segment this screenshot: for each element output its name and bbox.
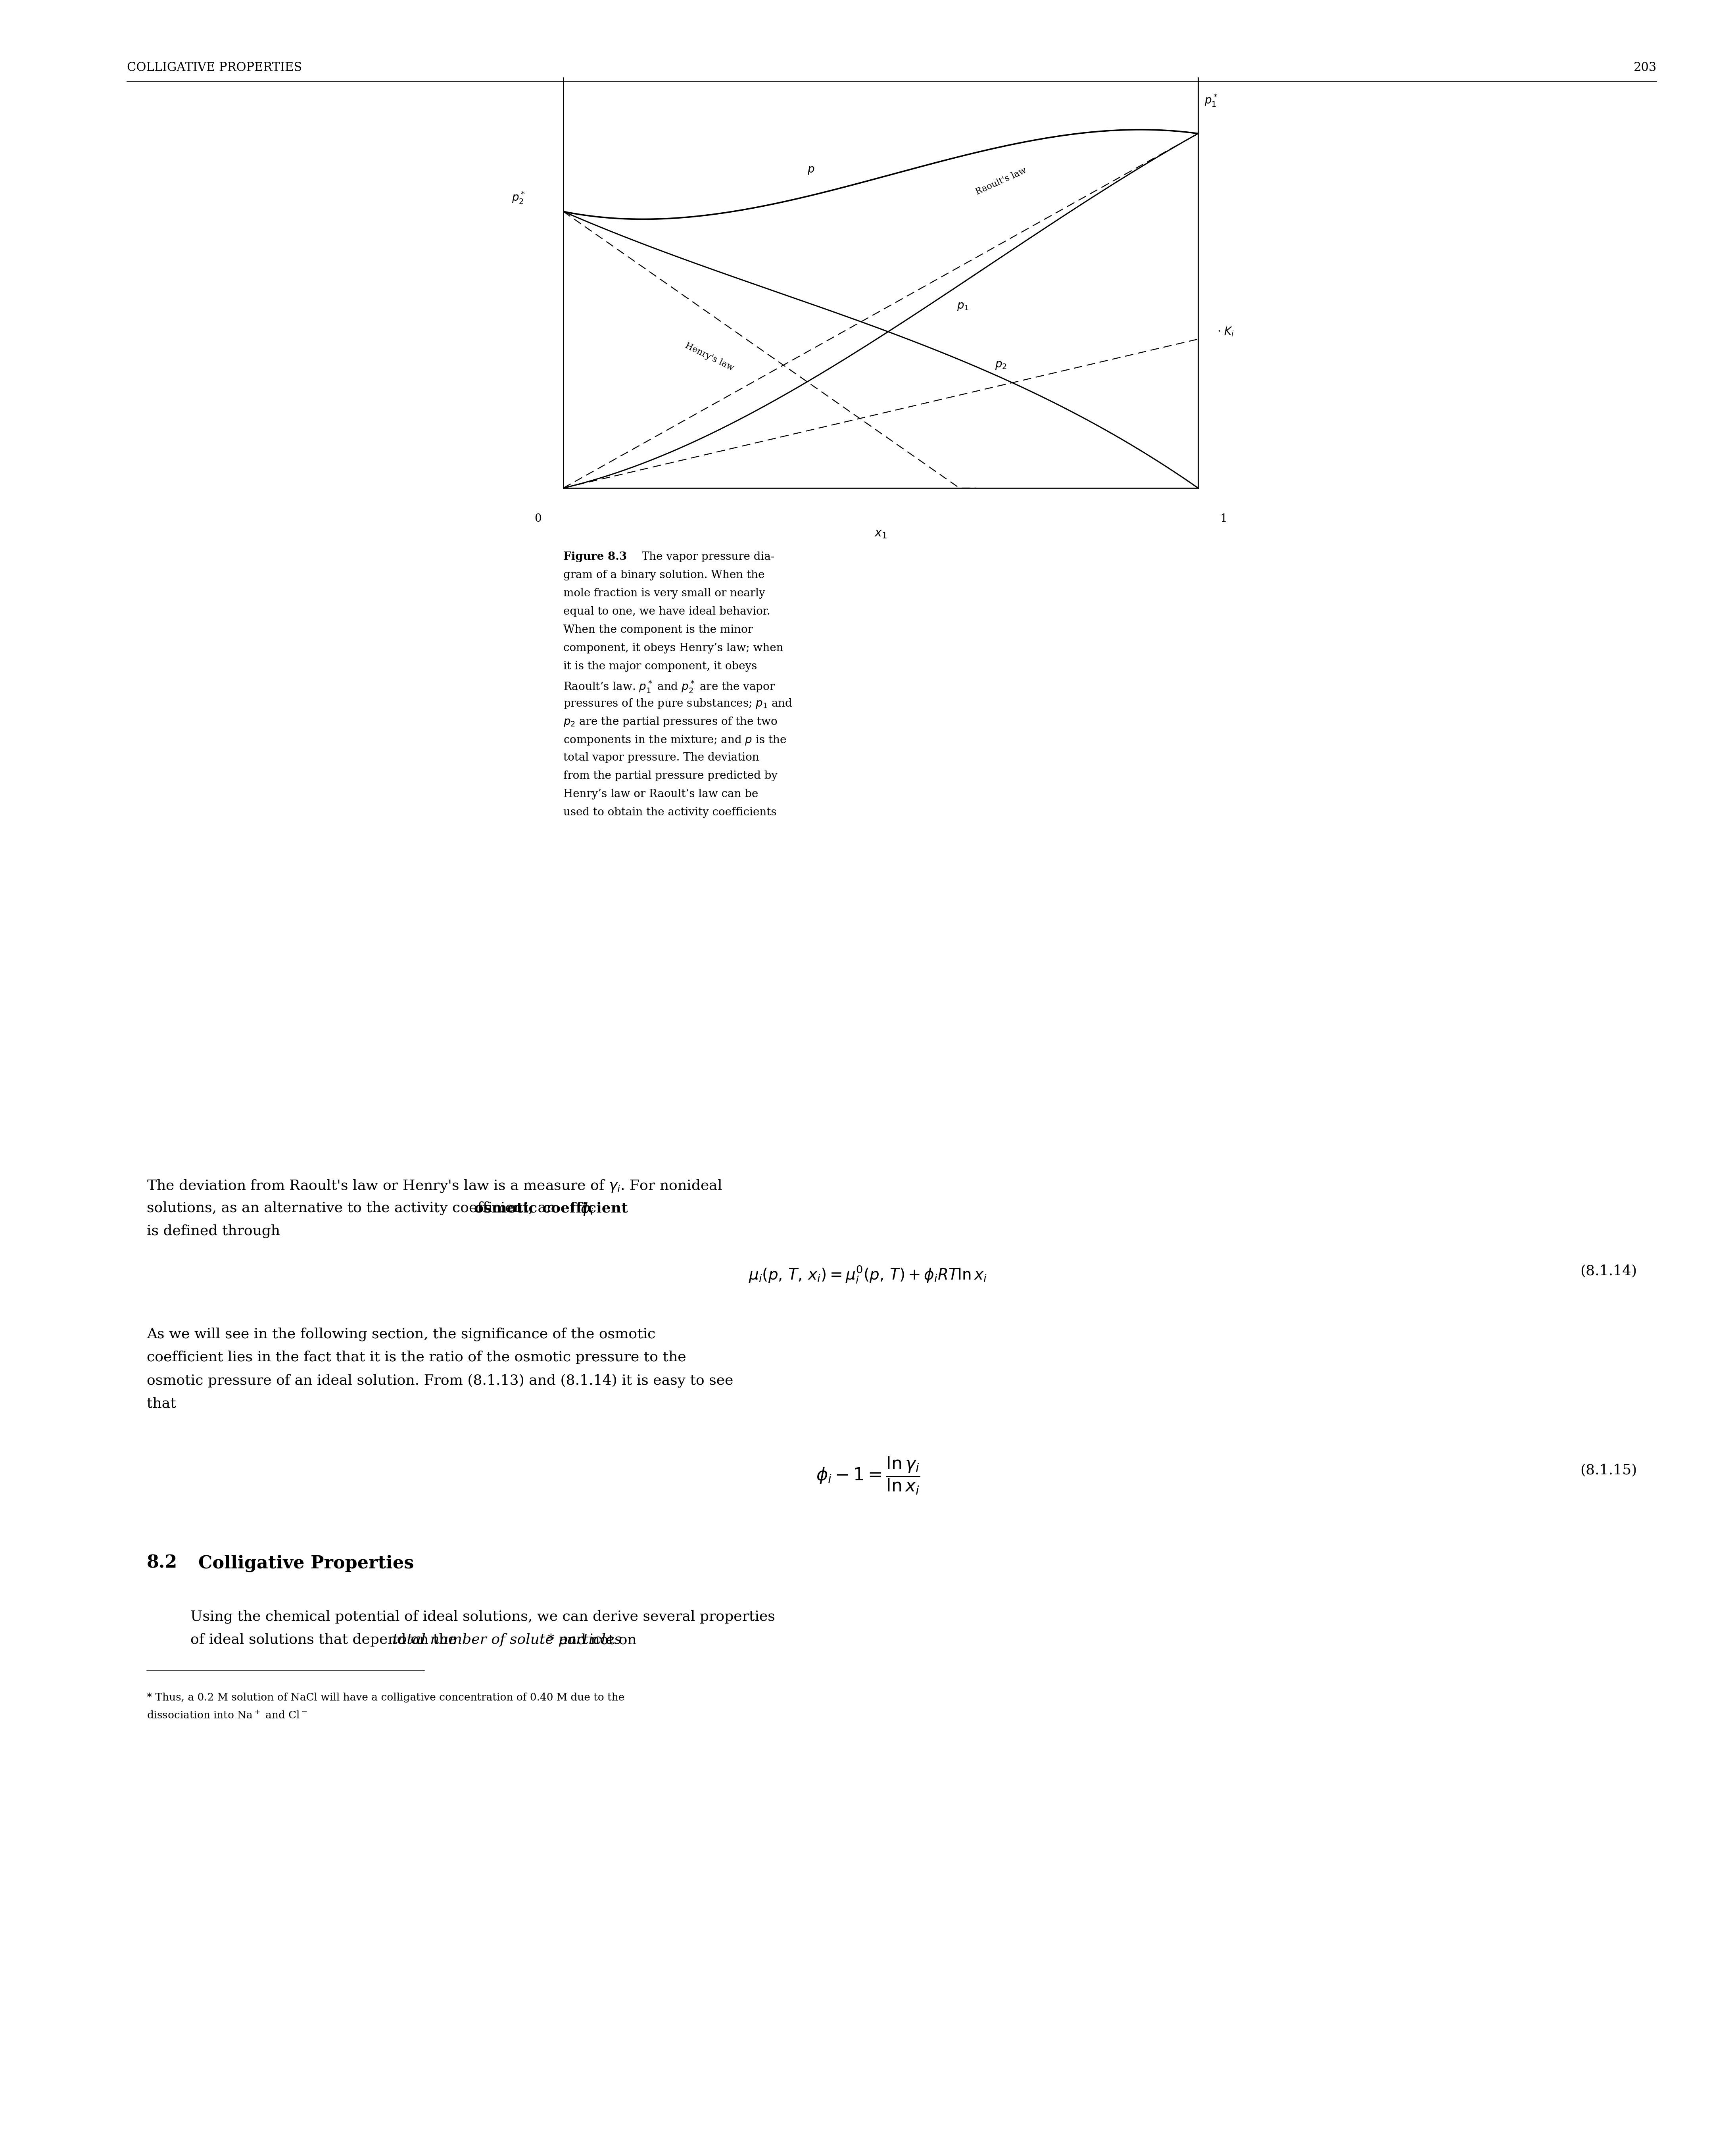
Text: Colligative Properties: Colligative Properties — [198, 1554, 413, 1572]
Text: COLLIGATIVE PROPERTIES: COLLIGATIVE PROPERTIES — [127, 63, 302, 73]
Text: Figure 8.3: Figure 8.3 — [562, 552, 627, 563]
Text: $p_2^*$: $p_2^*$ — [512, 190, 526, 205]
Text: osmotic pressure of an ideal solution. From (8.1.13) and (8.1.14) it is easy to : osmotic pressure of an ideal solution. F… — [148, 1373, 733, 1386]
Text: $x_1$: $x_1$ — [875, 526, 887, 539]
Text: coefficient lies in the fact that it is the ratio of the osmotic pressure to the: coefficient lies in the fact that it is … — [148, 1350, 686, 1365]
Text: used to obtain the activity coefficients: used to obtain the activity coefficients — [562, 806, 776, 817]
Text: that: that — [148, 1397, 175, 1410]
Text: dissociation into Na$^+$ and Cl$^-$: dissociation into Na$^+$ and Cl$^-$ — [148, 1710, 307, 1720]
Text: $p_1$: $p_1$ — [957, 302, 969, 313]
Text: of ideal solutions that depend on the: of ideal solutions that depend on the — [191, 1632, 462, 1647]
Text: gram of a binary solution. When the: gram of a binary solution. When the — [562, 569, 764, 580]
Text: $p_2$ are the partial pressures of the two: $p_2$ are the partial pressures of the t… — [562, 716, 778, 729]
Text: · $K_i$: · $K_i$ — [1217, 326, 1234, 338]
Text: mole fraction is very small or nearly: mole fraction is very small or nearly — [562, 589, 766, 599]
Text: $\phi_i - 1 = \dfrac{\ln \gamma_i}{\ln x_i}$: $\phi_i - 1 = \dfrac{\ln \gamma_i}{\ln x… — [816, 1455, 920, 1496]
Text: it is the major component, it obeys: it is the major component, it obeys — [562, 662, 757, 673]
Text: solutions, as an alternative to the activity coefficient, an: solutions, as an alternative to the acti… — [148, 1201, 561, 1216]
Text: total vapor pressure. The deviation: total vapor pressure. The deviation — [562, 752, 759, 763]
Text: component, it obeys Henry’s law; when: component, it obeys Henry’s law; when — [562, 642, 783, 653]
Text: The vapor pressure dia-: The vapor pressure dia- — [635, 552, 774, 563]
Text: Raoult’s law. $p_1^*$ and $p_2^*$ are the vapor: Raoult’s law. $p_1^*$ and $p_2^*$ are th… — [562, 679, 776, 694]
Text: (8.1.15): (8.1.15) — [1580, 1464, 1637, 1477]
Text: $\phi_i$: $\phi_i$ — [576, 1201, 594, 1216]
Text: $\mu_i(p,\, T,\, x_i) = \mu_i^0(p,\, T) + \phi_i RT \ln x_i$: $\mu_i(p,\, T,\, x_i) = \mu_i^0(p,\, T) … — [748, 1263, 988, 1285]
Text: pressures of the pure substances; $p_1$ and: pressures of the pure substances; $p_1$ … — [562, 699, 793, 709]
Text: $p_1^*$: $p_1^*$ — [1205, 93, 1219, 108]
Text: As we will see in the following section, the significance of the osmotic: As we will see in the following section,… — [148, 1328, 656, 1341]
Text: $p_2$: $p_2$ — [995, 360, 1007, 371]
Text: Henry’s law or Raoult’s law can be: Henry’s law or Raoult’s law can be — [562, 789, 759, 800]
Text: * and not on: * and not on — [547, 1632, 637, 1647]
Text: equal to one, we have ideal behavior.: equal to one, we have ideal behavior. — [562, 606, 771, 617]
Text: Using the chemical potential of ideal solutions, we can derive several propertie: Using the chemical potential of ideal so… — [191, 1611, 774, 1623]
Text: Raoult's law: Raoult's law — [974, 166, 1028, 196]
Text: from the partial pressure predicted by: from the partial pressure predicted by — [562, 770, 778, 780]
Text: The deviation from Raoult's law or Henry's law is a measure of $\gamma_i$. For n: The deviation from Raoult's law or Henry… — [148, 1179, 722, 1194]
Text: 203: 203 — [1634, 63, 1656, 73]
Text: When the component is the minor: When the component is the minor — [562, 625, 753, 636]
Text: $p$: $p$ — [807, 164, 814, 175]
Text: is defined through: is defined through — [148, 1225, 279, 1238]
Text: total number of solute particles: total number of solute particles — [392, 1632, 621, 1647]
Text: (8.1.14): (8.1.14) — [1580, 1263, 1637, 1279]
Text: 0: 0 — [535, 513, 542, 524]
Text: 1: 1 — [1220, 513, 1227, 524]
Text: * Thus, a 0.2 M solution of NaCl will have a colligative concentration of 0.40 M: * Thus, a 0.2 M solution of NaCl will ha… — [148, 1692, 625, 1703]
Text: 8.2: 8.2 — [148, 1554, 177, 1572]
Text: Henry's law: Henry's law — [684, 341, 734, 373]
Text: components in the mixture; and $p$ is the: components in the mixture; and $p$ is th… — [562, 733, 786, 746]
Text: osmotic coefficient: osmotic coefficient — [474, 1201, 628, 1214]
